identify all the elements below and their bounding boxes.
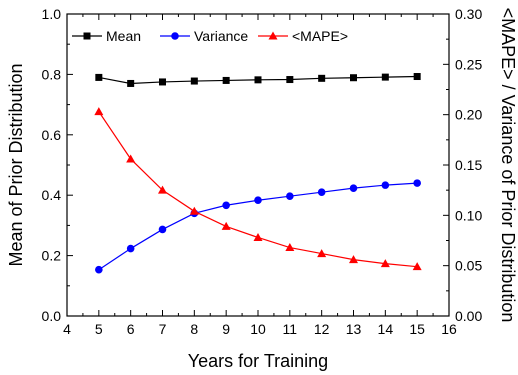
legend-label: Mean	[106, 28, 141, 44]
y-left-tick-label: 0.0	[42, 308, 62, 324]
data-point	[126, 244, 135, 253]
y-right-tick-label: 0.20	[455, 107, 482, 123]
data-point	[221, 221, 231, 230]
data-point	[317, 249, 327, 258]
y-left-tick-label: 0.4	[42, 187, 62, 203]
y-left-tick-label: 0.8	[42, 66, 62, 82]
data-point	[158, 185, 167, 194]
series-line	[98, 111, 418, 268]
series-triangle	[94, 107, 422, 271]
data-point	[254, 196, 262, 205]
data-point	[350, 74, 357, 82]
data-point	[286, 192, 294, 201]
data-point	[349, 255, 358, 264]
y-right-tick-label: 0.10	[455, 207, 482, 223]
y-left-tick-label: 0.2	[42, 248, 62, 264]
data-point	[253, 232, 263, 241]
legend-label: <MAPE>	[292, 28, 348, 44]
y-right-tick-label: 0.00	[455, 308, 482, 324]
legend-marker	[268, 31, 278, 40]
data-point	[127, 79, 135, 87]
y-left-tick-label: 1.0	[42, 6, 62, 22]
x-tick-label: 5	[95, 321, 103, 337]
data-point	[412, 262, 422, 271]
x-tick-label: 8	[190, 321, 198, 337]
series-layer	[94, 73, 422, 274]
x-tick-label: 4	[63, 321, 71, 337]
data-point	[189, 206, 199, 215]
x-tick-label: 10	[250, 321, 266, 337]
data-point	[381, 73, 389, 81]
y-right-tick-label: 0.15	[455, 157, 482, 173]
x-tick-label: 16	[441, 321, 457, 337]
data-point	[254, 76, 262, 84]
y-right-tick-label: 0.25	[455, 56, 482, 72]
y-axis-right-title: <MAPE> / Variance of Prior Distribution	[498, 8, 518, 323]
series-circle	[95, 179, 421, 274]
data-point	[190, 77, 198, 85]
data-point	[318, 74, 326, 82]
x-tick-label: 12	[314, 321, 330, 337]
y-axis-left-title: Mean of Prior Distribution	[6, 63, 26, 266]
x-tick-label: 11	[283, 321, 298, 337]
data-point	[286, 76, 294, 84]
y-left-tick-label: 0.6	[42, 127, 62, 143]
x-tick-label: 13	[346, 321, 362, 337]
data-point	[159, 78, 166, 86]
x-tick-label: 6	[127, 321, 135, 337]
data-point	[222, 201, 230, 210]
x-tick-label: 15	[409, 321, 425, 337]
data-point	[380, 259, 390, 268]
data-point	[413, 73, 421, 81]
data-point	[126, 154, 136, 163]
x-tick-label: 9	[222, 321, 230, 337]
data-point	[95, 265, 103, 274]
series-square	[95, 73, 421, 87]
data-point	[317, 188, 326, 196]
legend: Mean Variance <MAPE>	[72, 28, 348, 44]
plot-frame	[66, 13, 450, 317]
x-tick-label: 7	[159, 321, 167, 337]
data-point	[94, 107, 104, 116]
data-point	[285, 243, 295, 252]
series-line	[98, 182, 418, 271]
data-point	[381, 181, 390, 189]
y-right-tick-label: 0.30	[455, 6, 482, 22]
data-point	[349, 184, 358, 192]
y-right-tick-label: 0.05	[455, 258, 482, 274]
axes: 4 5 6 7 8 9 10 11 12 13 14 15 16 0.0 0.2 0.4 0.6 0.8 1.0 0.…	[42, 6, 483, 337]
x-axis-title: Years for Training	[188, 351, 328, 371]
legend-label: Variance	[194, 28, 248, 44]
data-point	[95, 73, 103, 81]
x-tick-label: 14	[378, 321, 394, 337]
data-point	[222, 76, 230, 84]
data-point	[413, 179, 421, 187]
data-point	[158, 225, 167, 234]
legend-marker	[83, 32, 91, 40]
legend-marker	[171, 32, 179, 40]
